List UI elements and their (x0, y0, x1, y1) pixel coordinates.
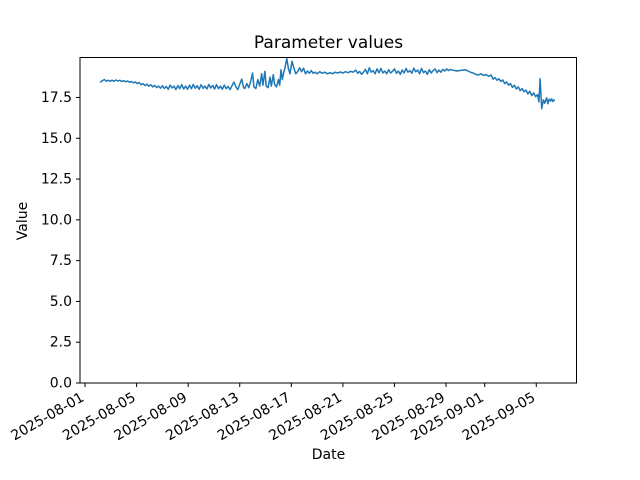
y-tick-label: 5.0 (50, 294, 72, 310)
y-tick-label: 12.5 (41, 172, 72, 188)
chart-title: Parameter values (253, 33, 404, 53)
y-tick-label: 2.5 (50, 335, 72, 351)
y-tick-label: 0.0 (50, 376, 72, 392)
y-tick-label: 15.0 (41, 131, 72, 147)
y-tick-label: 7.5 (50, 253, 72, 269)
plot-frame (79, 57, 577, 384)
y-tick-label: 17.5 (41, 90, 72, 106)
series-line (99, 57, 556, 110)
x-axis-label: Date (311, 447, 346, 463)
y-axis-label: Value (15, 201, 31, 241)
y-tick-label: 10.0 (41, 212, 72, 228)
